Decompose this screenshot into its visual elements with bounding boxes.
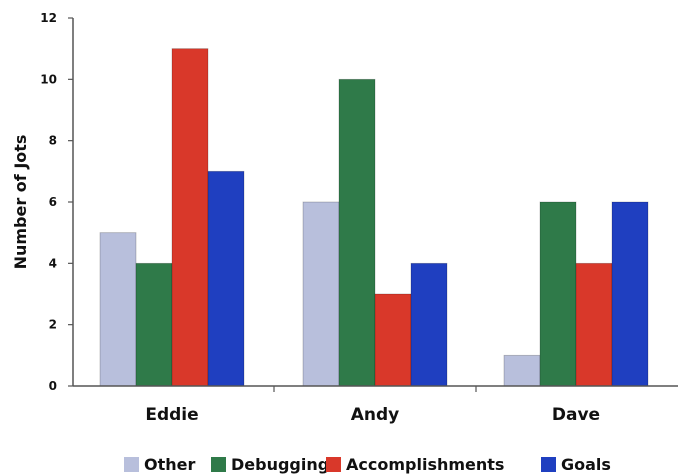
legend-swatch-goals [541,457,556,472]
bar-other-eddie [99,232,137,387]
y-tick-label: 12 [40,11,57,25]
legend-label-debugging: Debugging [231,455,329,474]
x-axis-categories: Eddie Andy Dave [145,386,600,425]
bar-other-dave [503,354,541,387]
y-axis-title: Number of Jots [11,135,30,270]
legend-swatch-accomplishments [326,457,341,472]
legend-label-accomplishments: Accomplishments [346,455,504,474]
y-tick-label: 0 [49,379,57,393]
bar-accomplishments-eddie [171,48,209,387]
bars [99,48,649,387]
x-category-label: Dave [552,405,600,425]
y-tick-label: 8 [49,134,57,148]
bar-debugging-andy [338,78,376,387]
bar-accomplishments-andy [374,293,412,387]
legend-swatch-debugging [211,457,226,472]
bar-accomplishments-dave [575,262,613,387]
legend-label-other: Other [144,455,195,474]
bar-goals-dave [611,201,649,387]
axes [72,18,678,387]
y-tick-label: 10 [40,72,57,86]
y-axis-ticks: 0 2 4 6 8 10 12 [40,11,73,393]
y-tick-label: 4 [49,256,57,270]
bar-debugging-eddie [135,262,173,387]
legend-swatch-other [124,457,139,472]
y-tick-label: 2 [49,318,57,332]
bar-debugging-dave [539,201,577,387]
y-axis-title-group: Number of Jots [11,135,30,270]
y-tick-label: 6 [49,195,57,209]
bar-goals-andy [410,262,448,387]
legend-label-goals: Goals [561,455,611,474]
x-category-label: Eddie [145,405,198,425]
x-category-label: Andy [351,405,400,425]
bar-other-andy [302,201,340,387]
legend: Other Debugging Accomplishments Goals [124,455,611,474]
bar-goals-eddie [207,170,245,387]
